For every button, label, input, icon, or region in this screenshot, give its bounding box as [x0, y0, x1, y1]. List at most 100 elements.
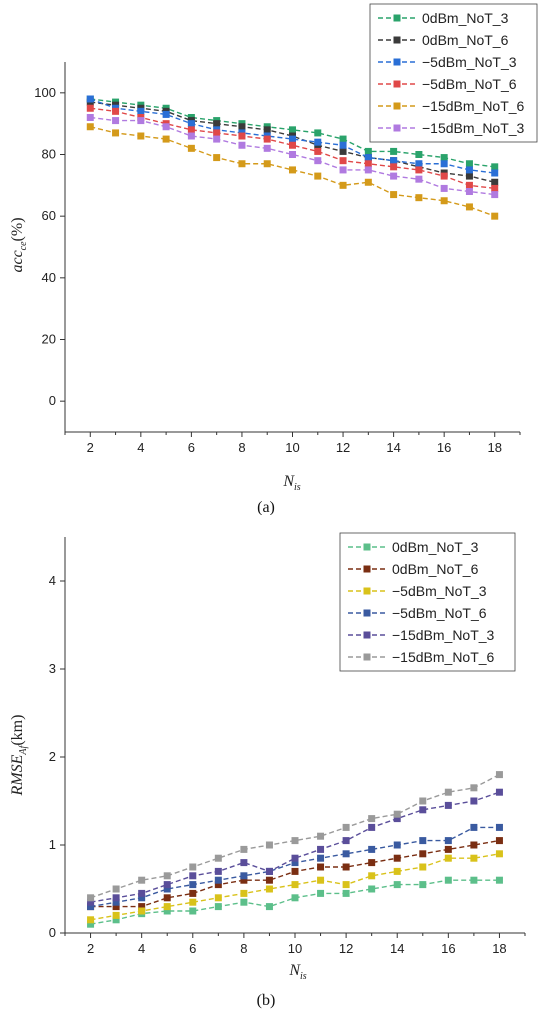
data-point: [390, 191, 398, 199]
x-tick-label: 2: [87, 941, 94, 956]
series-line: [90, 773, 500, 899]
data-point: [289, 141, 296, 149]
data-point: [339, 157, 347, 165]
data-point: [368, 872, 376, 880]
data-point: [265, 841, 273, 849]
legend-marker: [363, 653, 371, 661]
series--5dBm_NoT_6: [86, 104, 499, 192]
x-axis-label-a: Nis: [282, 473, 300, 493]
x-tick-label: 18: [487, 440, 501, 455]
data-point: [214, 867, 222, 875]
data-point: [364, 160, 372, 168]
data-point: [440, 184, 448, 192]
data-point: [162, 110, 170, 118]
x-tick-label: 14: [386, 440, 400, 455]
x-tick-label: 16: [441, 941, 455, 956]
legend-marker: [363, 631, 371, 639]
chart-a: 0dBm_NoT_3 0dBm_NoT_6 −5dBm_NoT_3 −5dBm_NoT…: [9, 3, 538, 515]
legend-label: 0dBm_NoT_6: [422, 32, 509, 48]
legend-label: 0dBm_NoT_3: [392, 539, 479, 555]
x-tick-label: 8: [238, 440, 245, 455]
data-point: [189, 872, 197, 880]
x-tick-label: 10: [288, 941, 302, 956]
legend-label: 0dBm_NoT_6: [392, 561, 479, 577]
data-point: [393, 841, 401, 849]
data-point: [137, 107, 145, 115]
data-point: [317, 845, 325, 853]
data-point: [317, 876, 325, 884]
data-point: [415, 194, 423, 202]
data-point: [265, 903, 273, 911]
data-point: [289, 166, 296, 174]
data-point: [419, 806, 427, 814]
caption-b: (b): [257, 992, 276, 1009]
legend-label: −5dBm_NoT_6: [392, 605, 487, 621]
x-tick-label: 4: [138, 941, 145, 956]
data-point: [240, 872, 248, 880]
caption-a: (a): [257, 499, 275, 515]
series-line: [90, 853, 500, 921]
data-point: [491, 212, 499, 220]
data-point: [317, 863, 325, 871]
data-point: [189, 907, 197, 915]
data-point: [314, 138, 322, 146]
data-point: [465, 172, 473, 180]
data-point: [112, 903, 120, 911]
data-point: [314, 172, 322, 180]
data-point: [419, 797, 427, 805]
legend-marker: [363, 609, 371, 617]
data-point: [289, 135, 296, 143]
data-point: [189, 889, 197, 897]
series--15dBm_NoT_3: [86, 114, 499, 199]
legend-entry: −15dBm_NoT_6: [348, 649, 495, 665]
data-point: [444, 837, 452, 845]
legend-label: −5dBm_NoT_3: [422, 54, 517, 70]
data-point: [112, 117, 120, 125]
data-point: [339, 135, 347, 143]
data-point: [444, 845, 452, 853]
data-point: [491, 184, 499, 192]
legend-entry: −15dBm_NoT_6: [378, 98, 525, 114]
data-point: [112, 916, 120, 924]
data-point: [112, 894, 120, 902]
legend-entry: 0dBm_NoT_3: [348, 539, 479, 555]
data-point: [390, 172, 398, 180]
data-point: [263, 144, 271, 152]
legend-entry: 0dBm_NoT_6: [378, 32, 509, 48]
series-line: [90, 101, 495, 183]
data-point: [240, 876, 248, 884]
data-point: [368, 815, 376, 823]
legend-frame: [339, 532, 516, 672]
data-point: [263, 135, 271, 143]
data-point: [364, 147, 372, 155]
legend-entry: −5dBm_NoT_3: [378, 54, 517, 70]
data-point: [470, 876, 478, 884]
data-point: [189, 898, 197, 906]
data-point: [87, 898, 95, 906]
data-point: [240, 889, 248, 897]
data-point: [291, 859, 299, 867]
y-tick-label: 4: [49, 573, 56, 588]
data-point: [214, 894, 222, 902]
data-point: [419, 837, 427, 845]
data-point: [495, 876, 503, 884]
data-point: [339, 147, 347, 155]
data-point: [138, 889, 146, 897]
data-point: [213, 135, 221, 143]
y-tick-label: 2: [49, 749, 56, 764]
data-point: [415, 166, 423, 174]
legend-marker: [363, 543, 371, 551]
data-point: [265, 885, 273, 893]
data-point: [342, 850, 350, 858]
legend-marker: [393, 124, 401, 132]
data-point: [289, 126, 296, 134]
data-point: [240, 898, 248, 906]
y-tick-label: 3: [49, 661, 56, 676]
data-point: [342, 863, 350, 871]
data-point: [368, 823, 376, 831]
data-point: [138, 903, 146, 911]
data-point: [112, 129, 120, 137]
data-point: [163, 872, 171, 880]
data-point: [112, 885, 120, 893]
